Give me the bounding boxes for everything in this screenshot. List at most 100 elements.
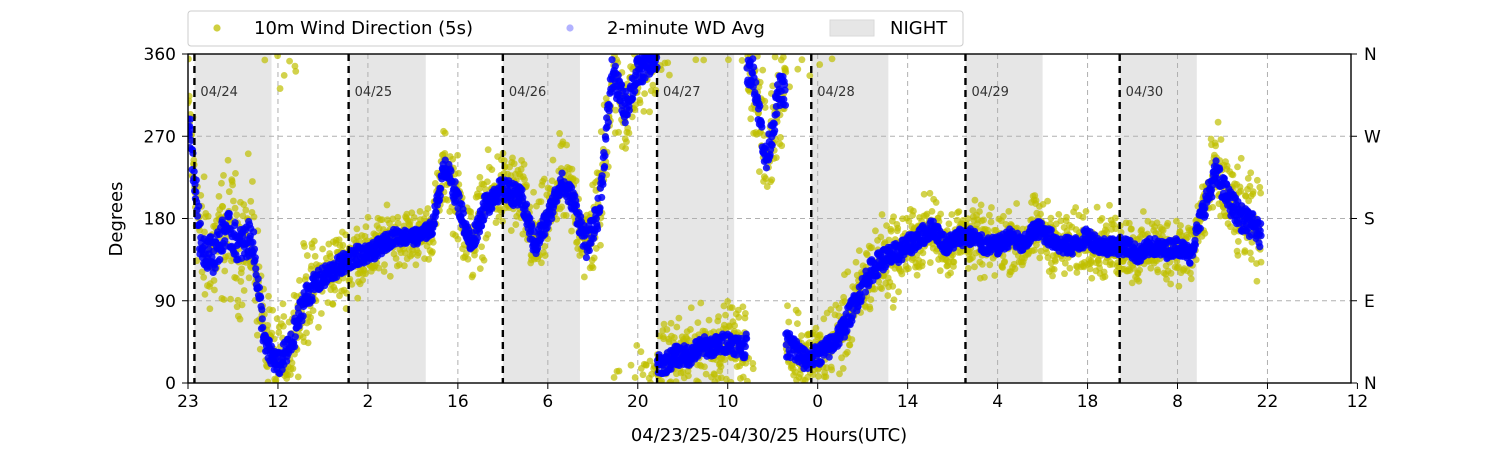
raw-wd-point xyxy=(541,243,549,250)
raw-wd-point xyxy=(738,57,746,64)
raw-wd-point xyxy=(1246,182,1254,190)
avg-wd-point xyxy=(258,306,266,314)
raw-wd-point xyxy=(623,138,630,146)
raw-wd-point xyxy=(1086,265,1094,273)
raw-wd-point xyxy=(728,304,736,312)
raw-wd-point xyxy=(771,54,779,61)
raw-wd-point xyxy=(936,267,944,275)
raw-wd-point xyxy=(219,203,227,211)
raw-wd-point xyxy=(627,361,635,369)
raw-wd-point xyxy=(425,255,433,263)
raw-wd-point xyxy=(292,67,300,75)
raw-wd-point xyxy=(694,319,702,327)
avg-wd-point xyxy=(455,192,463,200)
raw-wd-point xyxy=(310,237,318,245)
raw-wd-point xyxy=(1223,162,1231,170)
raw-wd-point xyxy=(846,341,854,349)
raw-wd-point xyxy=(302,273,310,280)
raw-wd-point xyxy=(462,250,470,257)
raw-wd-point xyxy=(240,201,248,208)
avg-wd-point xyxy=(518,186,526,194)
raw-wd-point xyxy=(307,314,315,321)
raw-wd-point xyxy=(778,142,786,150)
raw-wd-point xyxy=(540,175,548,183)
raw-wd-point xyxy=(779,54,787,61)
raw-wd-point xyxy=(1000,212,1007,220)
raw-wd-point xyxy=(1103,228,1111,236)
raw-wd-point xyxy=(640,107,648,115)
avg-wd-point xyxy=(600,162,609,171)
raw-wd-point xyxy=(694,378,702,383)
raw-wd-point xyxy=(224,156,232,164)
raw-wd-point xyxy=(878,211,886,218)
raw-wd-point xyxy=(660,320,668,328)
raw-wd-point xyxy=(303,252,311,259)
raw-wd-point xyxy=(1128,225,1135,233)
avg-wd-point xyxy=(611,62,619,70)
raw-wd-point xyxy=(1036,254,1044,262)
raw-wd-point xyxy=(1093,203,1101,211)
raw-wd-point xyxy=(1130,264,1137,272)
avg-wd-point xyxy=(741,342,749,351)
raw-wd-point xyxy=(852,258,860,266)
avg-wd-point xyxy=(430,220,439,228)
raw-wd-point xyxy=(568,165,576,173)
raw-wd-point xyxy=(296,277,303,284)
avg-wd-point xyxy=(625,106,633,114)
raw-wd-point xyxy=(985,211,993,219)
avg-wd-point xyxy=(596,204,604,212)
raw-wd-point xyxy=(937,210,945,218)
avg-wd-point xyxy=(585,246,593,255)
raw-wd-point xyxy=(715,313,722,321)
raw-wd-point xyxy=(342,231,350,239)
avg-wd-point xyxy=(781,86,789,94)
raw-wd-point xyxy=(441,129,449,137)
raw-wd-point xyxy=(1087,259,1095,267)
raw-wd-point xyxy=(1212,142,1220,150)
raw-wd-point xyxy=(969,207,977,214)
raw-wd-point xyxy=(1011,265,1019,273)
raw-wd-point xyxy=(354,294,362,302)
avg-wd-point xyxy=(770,120,778,128)
raw-wd-point xyxy=(1237,154,1245,162)
raw-wd-point xyxy=(971,263,978,271)
raw-wd-point xyxy=(735,313,743,321)
raw-wd-point xyxy=(885,236,893,244)
raw-wd-point xyxy=(335,236,343,244)
avg-wd-point xyxy=(231,219,239,227)
raw-wd-point xyxy=(291,62,299,70)
raw-wd-point xyxy=(424,205,432,212)
avg-wd-point xyxy=(249,238,257,246)
raw-wd-point xyxy=(945,220,953,228)
raw-wd-point xyxy=(1098,214,1106,222)
raw-wd-point xyxy=(218,179,225,187)
raw-wd-point xyxy=(1139,208,1147,215)
raw-wd-point xyxy=(633,342,641,349)
raw-wd-point xyxy=(362,223,370,231)
raw-wd-point xyxy=(1187,269,1194,277)
raw-wd-point xyxy=(1030,246,1038,254)
raw-wd-point xyxy=(464,255,472,263)
avg-wd-point xyxy=(750,63,758,71)
avg-wd-point xyxy=(598,172,606,180)
raw-wd-point xyxy=(253,331,261,339)
raw-wd-point xyxy=(381,261,388,269)
raw-wd-point xyxy=(978,260,986,268)
raw-wd-point xyxy=(303,329,310,337)
raw-wd-point xyxy=(855,247,863,255)
raw-wd-point xyxy=(815,373,822,380)
raw-wd-point xyxy=(227,295,234,303)
raw-wd-point xyxy=(1164,219,1172,227)
raw-wd-point xyxy=(1244,174,1252,182)
raw-wd-point xyxy=(1246,249,1254,257)
raw-wd-point xyxy=(687,326,694,333)
avg-wd-point xyxy=(290,343,299,351)
raw-wd-point xyxy=(806,72,814,80)
raw-wd-point xyxy=(315,323,322,331)
raw-wd-point xyxy=(955,208,963,216)
raw-wd-point xyxy=(1052,257,1059,265)
raw-wd-point xyxy=(1154,268,1162,276)
avg-wd-point xyxy=(459,209,467,217)
raw-wd-point xyxy=(469,271,477,279)
avg-wd-point xyxy=(773,110,781,118)
